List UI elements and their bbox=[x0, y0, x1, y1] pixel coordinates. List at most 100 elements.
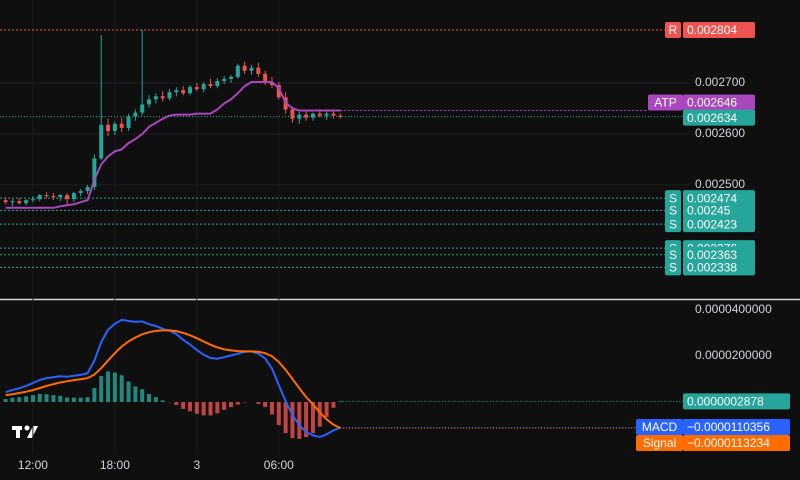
level-name: S bbox=[669, 204, 677, 218]
histogram-bar bbox=[324, 402, 329, 417]
candle-body bbox=[85, 186, 90, 192]
level-name-box bbox=[665, 246, 681, 263]
level-value: 0.002363 bbox=[687, 248, 737, 262]
atp-value: 0.002646 bbox=[687, 96, 737, 110]
histogram-bar bbox=[290, 402, 295, 439]
candle-body bbox=[256, 67, 261, 74]
candle-body bbox=[58, 195, 63, 198]
histogram-bar bbox=[24, 396, 29, 403]
histogram-bar bbox=[297, 402, 302, 439]
histogram-bar bbox=[215, 402, 220, 414]
atp-line bbox=[5, 81, 341, 209]
y-tick-label: 0.0000400000 bbox=[695, 302, 772, 316]
candle-body bbox=[65, 195, 70, 200]
histogram-bar bbox=[133, 386, 138, 403]
histogram-bar bbox=[304, 402, 309, 438]
histogram-bar bbox=[10, 397, 15, 403]
candle-body bbox=[44, 195, 49, 197]
level-value-box bbox=[683, 216, 755, 233]
level-value: 0.002338 bbox=[687, 261, 737, 275]
candle-body bbox=[153, 96, 158, 100]
histogram-bar bbox=[140, 389, 145, 403]
histogram-bar bbox=[85, 397, 90, 403]
last-price-box bbox=[683, 109, 755, 126]
macd-value: −0.0000110356 bbox=[687, 420, 770, 434]
histogram-bar bbox=[269, 402, 274, 415]
level-name-box bbox=[665, 202, 681, 219]
level-value: 0.002474 bbox=[687, 191, 737, 205]
candle-body bbox=[290, 109, 295, 119]
histogram-bar bbox=[17, 397, 22, 403]
candle-body bbox=[297, 114, 302, 119]
atp-name: ATP bbox=[654, 96, 676, 110]
candle-body bbox=[30, 199, 35, 201]
macd-name-box bbox=[636, 435, 683, 451]
level-value-box bbox=[683, 190, 755, 207]
candle-body bbox=[106, 124, 111, 131]
candle-body bbox=[331, 113, 336, 116]
level-value-box bbox=[683, 22, 755, 39]
candle-body bbox=[24, 200, 29, 204]
histogram-bar bbox=[30, 395, 35, 403]
atp-value-box bbox=[683, 94, 755, 111]
histogram-bar bbox=[276, 402, 281, 426]
y-tick-label: 0.002700 bbox=[695, 75, 745, 89]
histogram-bar bbox=[106, 371, 111, 403]
candle-body bbox=[99, 124, 104, 159]
candle-body bbox=[92, 158, 97, 187]
level-value-box bbox=[683, 259, 755, 276]
candle-body bbox=[338, 115, 343, 117]
candle-body bbox=[126, 116, 131, 128]
histogram-bar bbox=[228, 402, 233, 408]
histogram-bar bbox=[331, 402, 336, 408]
level-name-box bbox=[665, 22, 681, 39]
candle-body bbox=[276, 85, 281, 98]
histogram-bar bbox=[222, 402, 227, 410]
macd-name: MACD bbox=[642, 420, 678, 434]
histogram-bar bbox=[317, 402, 322, 427]
histogram-value-box bbox=[683, 393, 790, 410]
macd-line bbox=[5, 329, 341, 429]
candle-body bbox=[37, 195, 42, 200]
candle-body bbox=[242, 65, 247, 71]
candle-body bbox=[208, 84, 213, 87]
histogram-bar bbox=[283, 402, 288, 434]
macd-value: −0.0000113234 bbox=[687, 436, 770, 450]
candle-body bbox=[160, 96, 165, 99]
candle-body bbox=[17, 201, 22, 204]
macd-line bbox=[5, 318, 341, 439]
candle-body bbox=[71, 193, 76, 200]
level-name-box bbox=[665, 190, 681, 207]
candle-body bbox=[324, 113, 329, 116]
candle-body bbox=[201, 84, 206, 90]
histogram-bar bbox=[208, 402, 213, 416]
candle-body bbox=[174, 90, 179, 93]
x-tick-label: 18:00 bbox=[100, 458, 130, 472]
histogram-bar bbox=[310, 402, 315, 434]
histogram-bar bbox=[119, 375, 124, 403]
candle-body bbox=[228, 76, 233, 79]
histogram-bar bbox=[71, 397, 76, 403]
macd-value-box bbox=[683, 435, 790, 451]
level-value-box bbox=[683, 202, 755, 219]
histogram-bar bbox=[3, 399, 8, 403]
histogram-bar bbox=[51, 395, 56, 403]
histogram-bar bbox=[44, 394, 49, 403]
macd-name: Signal bbox=[643, 436, 676, 450]
candle-body bbox=[194, 87, 199, 90]
x-tick-label: 06:00 bbox=[264, 458, 294, 472]
level-value: 0.002804 bbox=[687, 23, 737, 37]
level-name: S bbox=[669, 191, 677, 205]
candle-body bbox=[3, 200, 8, 203]
candle-body bbox=[188, 87, 193, 94]
histogram-bar bbox=[188, 402, 193, 412]
last-price: 0.002634 bbox=[687, 111, 737, 125]
level-name-box bbox=[665, 216, 681, 233]
candle-body bbox=[317, 113, 322, 116]
histogram-bar bbox=[58, 395, 63, 403]
histogram-bar bbox=[37, 393, 42, 403]
candle-body bbox=[140, 104, 145, 113]
level-name: S bbox=[669, 217, 677, 231]
histogram-bar bbox=[181, 402, 186, 409]
